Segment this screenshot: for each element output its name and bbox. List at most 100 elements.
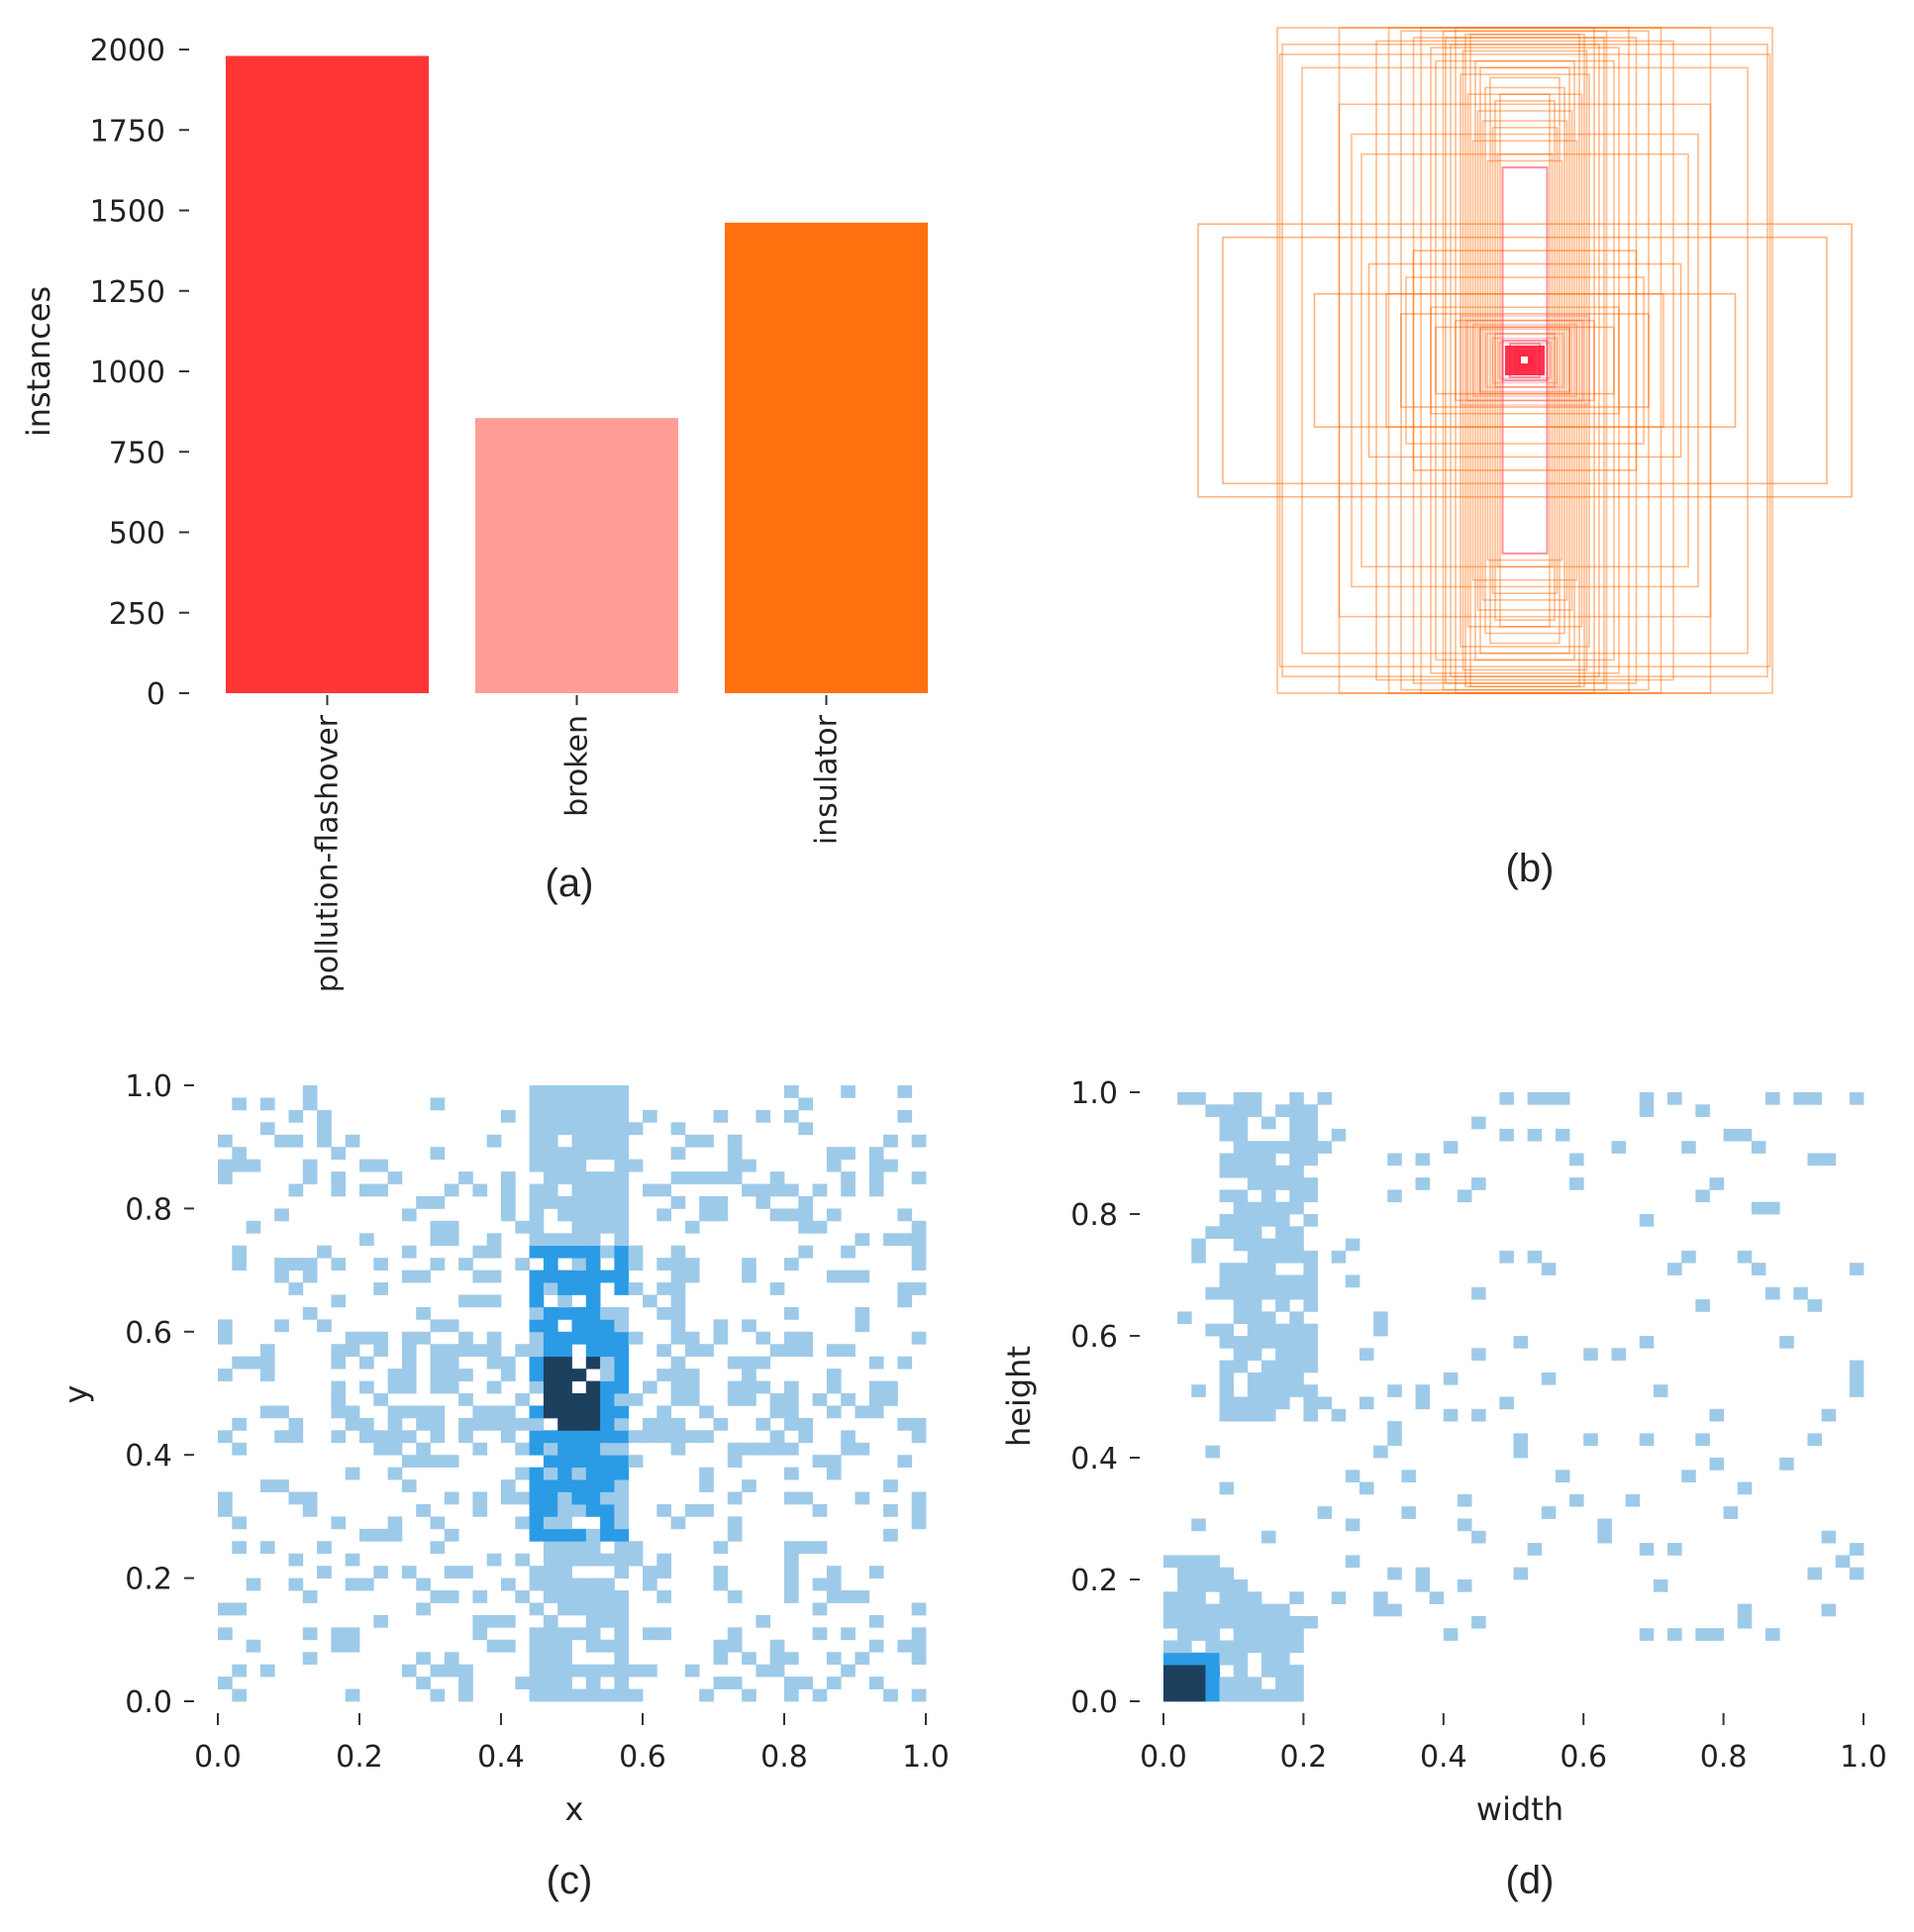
- hist-cell: [401, 1245, 417, 1259]
- hist-cell: [529, 1491, 545, 1505]
- hist-cell: [742, 1688, 756, 1702]
- hist-cell: [1191, 1555, 1206, 1569]
- hist-cell: [769, 1639, 785, 1653]
- hist-cell: [543, 1479, 558, 1492]
- hist-cell: [1275, 1226, 1290, 1239]
- hist-cell: [656, 1344, 671, 1358]
- hist-cell: [1247, 1141, 1262, 1154]
- hist-cell: [628, 1430, 644, 1444]
- hist-cell: [571, 1455, 587, 1469]
- hist-cell: [1177, 1567, 1192, 1580]
- ytick-label: 0.8: [125, 1192, 172, 1227]
- hist-cell: [1849, 1543, 1864, 1556]
- hist-cell: [1443, 1408, 1459, 1422]
- hist-cell: [600, 1491, 615, 1505]
- hist-cell: [571, 1577, 587, 1591]
- bbox-outline: [1360, 153, 1689, 568]
- hist-cell: [557, 1306, 572, 1320]
- hist-cell: [1260, 1408, 1276, 1422]
- hist-cell: [883, 1134, 898, 1148]
- hist-cell: [1233, 1286, 1249, 1300]
- hist-cell: [699, 1344, 714, 1358]
- hist-cell: [1303, 1336, 1318, 1349]
- hist-cell: [812, 1627, 828, 1641]
- ytick-label: 0.2: [1070, 1564, 1118, 1598]
- hist-cell: [1639, 1543, 1655, 1556]
- hist-cell: [1289, 1226, 1304, 1239]
- hist-cell: [529, 1479, 545, 1492]
- hist-cell: [1653, 1579, 1668, 1592]
- bbox-outline: [1481, 120, 1568, 601]
- hist-cell: [756, 1664, 771, 1678]
- hist-cell: [1247, 1677, 1262, 1690]
- hist-cell: [1289, 1688, 1304, 1702]
- hist-cell: [571, 1369, 587, 1381]
- hist-cell: [756, 1614, 771, 1628]
- hist-cell: [1737, 1250, 1753, 1264]
- hist-cell: [543, 1577, 558, 1591]
- hist-cell: [1457, 1518, 1472, 1532]
- hist-cell: [1289, 1189, 1304, 1203]
- hist-cell: [1303, 1141, 1318, 1154]
- hist-cell: [628, 1688, 644, 1702]
- hist-cell: [1275, 1348, 1290, 1361]
- hist-cell: [713, 1319, 729, 1333]
- hist-cell: [430, 1097, 446, 1111]
- hist-cell: [1260, 1688, 1276, 1702]
- hist-cell: [543, 1442, 558, 1456]
- hist-cell: [1779, 1336, 1794, 1349]
- hist-cell: [571, 1085, 587, 1098]
- hist-cell: [1260, 1603, 1276, 1617]
- hist-cell: [585, 1380, 601, 1394]
- hist-cell: [699, 1134, 714, 1148]
- hist-cell: [1667, 1092, 1682, 1105]
- bbox-outline: [1430, 306, 1620, 415]
- hist-cell: [1191, 1384, 1206, 1397]
- hist-cell: [911, 1258, 927, 1271]
- hist-cell: [798, 1491, 813, 1505]
- ytick-label: 0.4: [1070, 1442, 1118, 1476]
- hist-cell: [713, 1541, 729, 1555]
- hist-cell: [1205, 1628, 1220, 1641]
- hist-cell: [444, 1233, 459, 1247]
- hist-cell: [1247, 1274, 1262, 1288]
- hist-cell: [557, 1417, 572, 1431]
- hist-cell: [401, 1430, 417, 1444]
- hist-cell: [727, 1639, 743, 1653]
- hist-cell: [756, 1380, 771, 1394]
- hist-cell: [515, 1393, 530, 1406]
- xtick-label: 0.6: [619, 1740, 666, 1775]
- hist-cell: [812, 1688, 828, 1702]
- hist-cell: [444, 1356, 459, 1370]
- hist-cell: [684, 1380, 700, 1394]
- hist-cell: [600, 1097, 615, 1111]
- hist-cell: [1527, 1092, 1543, 1105]
- hist-cell: [784, 1442, 799, 1456]
- panel-b-caption: (b): [1506, 847, 1555, 890]
- bbox-outline: [1400, 313, 1650, 408]
- hist-cell: [883, 1393, 898, 1406]
- hist-cell: [345, 1344, 360, 1358]
- hist-cell: [1289, 1591, 1304, 1604]
- hist-cell: [259, 1479, 275, 1492]
- panel-c-xlabel: x: [565, 1790, 584, 1828]
- hist-cell: [444, 1220, 459, 1234]
- hist-cell: [826, 1577, 842, 1591]
- hist-cell: [1359, 1396, 1374, 1410]
- hist-cell: [571, 1590, 587, 1603]
- hist-cell: [1387, 1384, 1402, 1397]
- hist-cell: [472, 1183, 488, 1197]
- hist-cell: [600, 1171, 615, 1184]
- hist-cell: [1807, 1092, 1822, 1105]
- hist-cell: [1247, 1214, 1262, 1227]
- hist-cell: [1289, 1336, 1304, 1349]
- bbox-outline: [1476, 110, 1573, 611]
- hist-cell: [1260, 1116, 1276, 1130]
- hist-cell: [529, 1344, 545, 1358]
- hist-cell: [1275, 1141, 1290, 1154]
- hist-cell: [614, 1356, 630, 1370]
- hist-cell: [1555, 1128, 1570, 1142]
- hist-cell: [557, 1528, 572, 1542]
- hist-cell: [501, 1417, 516, 1431]
- bbox-outline: [1472, 324, 1577, 397]
